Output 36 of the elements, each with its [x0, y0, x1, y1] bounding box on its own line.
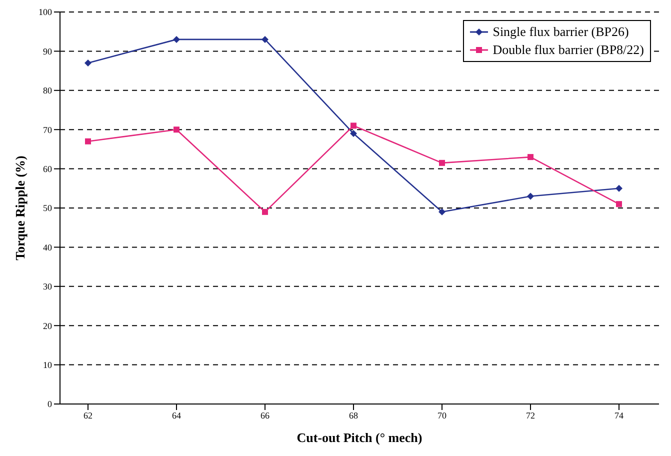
point	[262, 208, 268, 215]
y-tick-label: 80	[43, 86, 52, 96]
point	[439, 160, 445, 166]
point	[262, 36, 268, 43]
point	[174, 126, 180, 133]
y-tick-label: 50	[43, 203, 52, 214]
point	[528, 154, 534, 160]
point	[616, 201, 622, 208]
x-tick-label: 74	[614, 410, 624, 420]
y-tick-label: 30	[43, 282, 52, 292]
y-tick-label: 70	[43, 124, 52, 135]
x-tick-label: 72	[526, 410, 535, 420]
y-tick-label: 90	[43, 46, 52, 56]
point	[84, 59, 92, 66]
point	[438, 208, 446, 216]
y-tick-label: 60	[43, 164, 52, 174]
x-tick-label: 62	[84, 410, 92, 420]
x-tick-label: 68	[349, 410, 358, 420]
point	[616, 184, 622, 192]
y-tick-label: 0	[48, 399, 52, 410]
point	[527, 192, 534, 200]
y-tick-label: 20	[43, 320, 52, 331]
y-tick-label: 10	[43, 360, 52, 370]
x-tick-label: 64	[172, 410, 182, 420]
point	[350, 122, 356, 129]
point	[85, 138, 91, 144]
legend-label: Double flux barrier (BP8/22)	[492, 41, 644, 59]
y-tick-label: 100	[38, 7, 52, 18]
x-tick-label: 70	[438, 410, 447, 420]
point	[173, 36, 180, 43]
y-axis-title: Torque Ripple (%)	[12, 156, 28, 260]
legend-label: Single flux barrier (BP26)	[492, 23, 629, 41]
y-tick-label: 40	[43, 242, 52, 252]
x-axis-title: Cut-out Pitch (° mech)	[296, 430, 422, 445]
x-tick-label: 66	[260, 410, 270, 420]
point	[350, 130, 357, 138]
